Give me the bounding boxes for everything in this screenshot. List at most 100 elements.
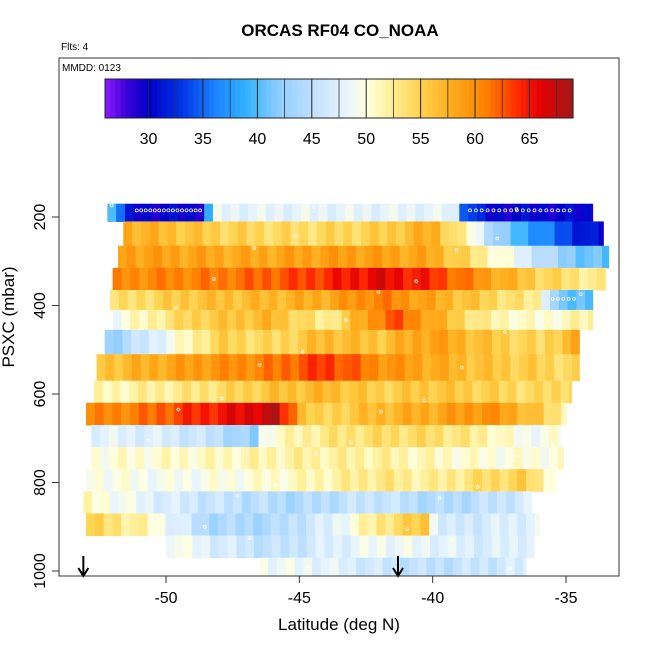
colorbar-swatch: [427, 79, 434, 118]
colorbar-swatch: [458, 79, 465, 118]
heatmap-cell: [390, 245, 401, 269]
heatmap-cell: [553, 329, 563, 355]
heatmap-cell: [217, 380, 227, 404]
heatmap-cell: [350, 535, 361, 559]
heatmap-cell: [482, 402, 492, 426]
data-point-marker: [174, 306, 178, 310]
heatmap-cell: [487, 447, 497, 470]
data-point-marker: [273, 482, 278, 487]
y-tick-label: 600: [32, 381, 49, 408]
heatmap-cell: [369, 354, 379, 382]
heatmap-cell: [100, 491, 111, 514]
heatmap-cell: [267, 447, 277, 470]
heatmap-cell: [285, 557, 296, 576]
heatmap-cell: [279, 267, 290, 291]
data-point-marker: [166, 208, 171, 213]
heatmap-cell: [158, 354, 168, 382]
heatmap-cell: [513, 447, 524, 470]
heatmap-cell: [526, 469, 536, 492]
heatmap-cell: [146, 380, 157, 404]
heatmap-cell: [162, 245, 172, 269]
colorbar-swatch: [110, 79, 116, 118]
heatmap-cell: [402, 513, 413, 537]
heatmap-cell: [431, 354, 441, 382]
heatmap-cell: [534, 380, 544, 404]
colorbar-tick-label: 65: [521, 131, 539, 148]
heatmap-cell: [214, 424, 224, 448]
heatmap-cell: [508, 402, 518, 426]
heatmap-cell: [517, 513, 527, 537]
colorbar-swatch: [146, 79, 153, 118]
y-tick-label: 1000: [32, 553, 49, 589]
heatmap-cell: [232, 424, 242, 448]
heatmap-cell: [279, 402, 289, 426]
data-point-marker: [516, 454, 520, 458]
heatmap-cell: [482, 267, 492, 291]
data-point-marker: [184, 208, 189, 213]
colorbar-swatch: [401, 79, 408, 118]
heatmap-cell: [516, 380, 526, 404]
heatmap-cell: [94, 469, 105, 492]
data-point-marker: [520, 208, 525, 213]
heatmap-cell: [346, 245, 357, 269]
data-point-marker: [146, 438, 151, 443]
heatmap-cell: [311, 424, 321, 448]
heatmap-cell: [424, 203, 434, 222]
data-point-marker: [515, 208, 519, 213]
heatmap-cell: [196, 424, 207, 448]
heatmap-cell: [240, 424, 251, 448]
heatmap-cell: [349, 380, 359, 404]
heatmap-cell: [350, 513, 360, 537]
heatmap-cell: [281, 354, 291, 382]
colorbar-swatch: [333, 79, 340, 118]
heatmap-cell: [482, 469, 492, 492]
heatmap-cell: [321, 290, 331, 311]
heatmap-cell: [342, 535, 352, 559]
heatmap-cell: [409, 290, 419, 311]
heatmap-cell: [367, 469, 377, 492]
heatmap-cell: [259, 491, 269, 514]
heatmap-cell: [391, 491, 401, 514]
heatmap-cell: [145, 290, 155, 311]
heatmap-cell: [156, 402, 166, 426]
data-point-marker: [509, 208, 514, 213]
heatmap-cell: [382, 290, 393, 311]
colorbar-swatch: [255, 79, 262, 118]
data-point-marker: [175, 208, 180, 213]
y-tick-label: 200: [32, 204, 49, 231]
heatmap-cell: [255, 221, 265, 247]
heatmap-cell: [543, 402, 553, 426]
heatmap-cell: [241, 491, 252, 514]
heatmap-cell: [426, 557, 436, 576]
heatmap-cell: [368, 535, 378, 559]
data-point-marker: [203, 524, 207, 529]
heatmap-cell: [579, 267, 589, 291]
heatmap-cell: [206, 245, 216, 269]
heatmap-cell: [488, 290, 498, 311]
heatmap-cell: [570, 267, 580, 291]
heatmap-cell: [302, 245, 313, 269]
heatmap-cell: [334, 221, 344, 247]
heatmap-cell: [121, 267, 131, 291]
heatmap-cell: [116, 203, 126, 222]
heatmap-cell: [314, 402, 325, 426]
heatmap-cell: [492, 354, 502, 382]
heatmap-cell: [174, 513, 184, 537]
heatmap-cell: [346, 447, 356, 470]
heatmap-cell: [510, 221, 520, 247]
heatmap-cell: [358, 469, 369, 492]
heatmap-cell: [373, 245, 383, 269]
heatmap-cell: [250, 290, 261, 311]
heatmap-cell: [210, 329, 220, 355]
heatmap-cell: [426, 290, 437, 311]
heatmap-cell: [490, 469, 501, 492]
heatmap-cell: [287, 380, 297, 404]
heatmap-cell: [562, 329, 572, 355]
heatmap-cell: [394, 513, 404, 537]
heatmap-cells: [83, 203, 610, 576]
heatmap-cell: [109, 491, 120, 514]
heatmap-cell: [430, 329, 440, 355]
data-point-marker: [550, 297, 555, 301]
heatmap-cell: [362, 203, 372, 222]
